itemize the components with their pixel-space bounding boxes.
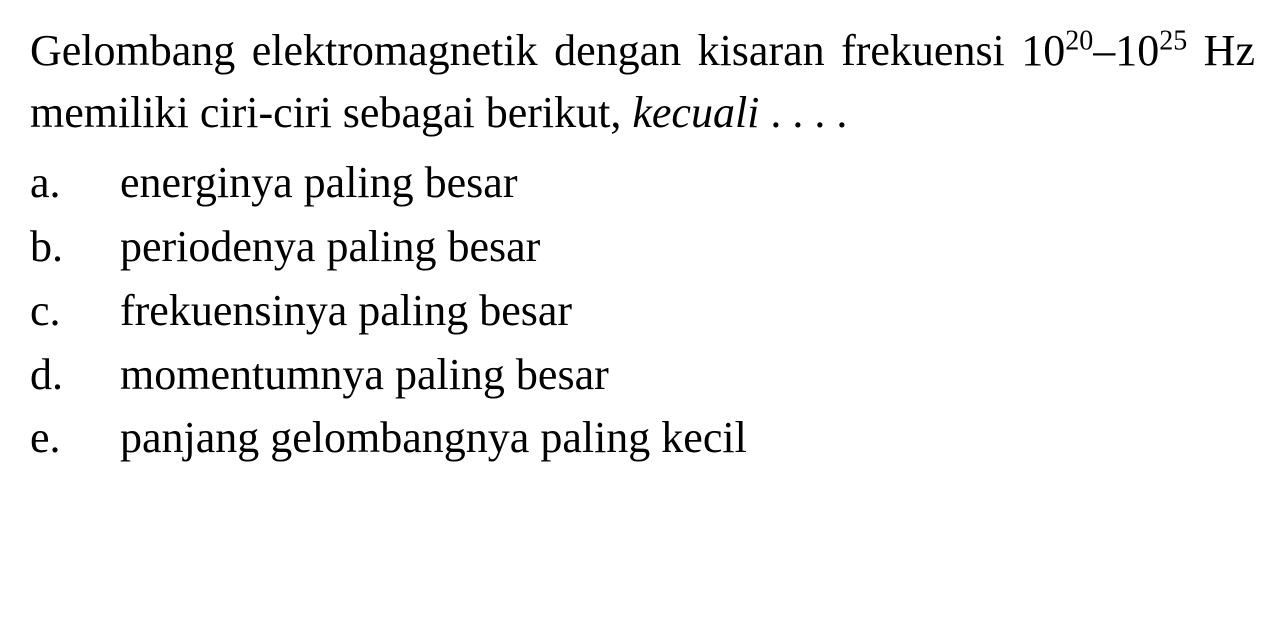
option-a: a. energinya paling besar (30, 151, 1255, 215)
exponent-1: 20 (1065, 25, 1093, 56)
option-d: d. momentumnya paling besar (30, 343, 1255, 407)
option-text: periodenya paling besar (120, 215, 1255, 279)
option-letter: d. (30, 343, 120, 407)
question-dash: –10 (1093, 26, 1159, 75)
option-letter: b. (30, 215, 120, 279)
option-text: energinya paling besar (120, 151, 1255, 215)
question-kecuali: kecuali (632, 88, 759, 137)
options-list: a. energinya paling besar b. periodenya … (30, 151, 1255, 470)
option-letter: a. (30, 151, 120, 215)
exponent-2: 25 (1159, 25, 1187, 56)
option-letter: e. (30, 406, 120, 470)
question-stem: Gelombang elektromagnetik dengan kisaran… (30, 20, 1255, 143)
option-b: b. periodenya paling besar (30, 215, 1255, 279)
option-c: c. frekuensinya paling besar (30, 279, 1255, 343)
option-e: e. panjang gelombangnya paling kecil (30, 406, 1255, 470)
question-part1: Gelombang elektromagnetik dengan kisaran… (30, 26, 1065, 75)
option-text: panjang gelombangnya paling kecil (120, 406, 1255, 470)
option-letter: c. (30, 279, 120, 343)
option-text: momentumnya paling besar (120, 343, 1255, 407)
question-dots: . . . . (759, 88, 847, 137)
option-text: frekuensinya paling besar (120, 279, 1255, 343)
